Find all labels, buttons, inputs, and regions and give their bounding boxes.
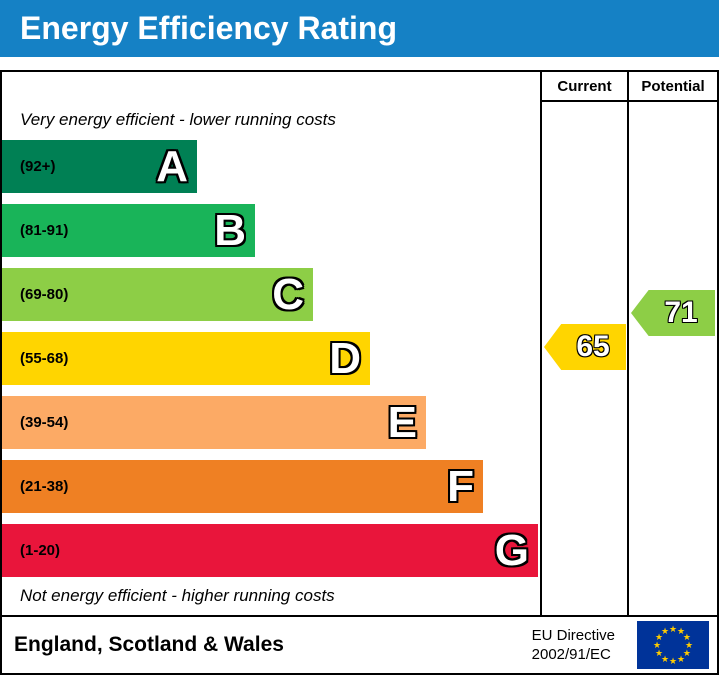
- title-bar: Energy Efficiency Rating: [0, 0, 719, 57]
- current-rating-value: 65: [576, 330, 610, 363]
- bottom-annotation: Not energy efficient - higher running co…: [20, 586, 335, 605]
- band-c-letter: C: [272, 270, 304, 319]
- band-b-range: (81-91): [20, 222, 69, 239]
- band-d-letter: D: [329, 334, 361, 383]
- chart-frame: Very energy efficient - lower running co…: [0, 70, 719, 675]
- svg-text:★: ★: [677, 627, 685, 637]
- band-e-range: (39-54): [20, 414, 69, 431]
- band-g-letter: G: [494, 526, 529, 575]
- svg-text:★: ★: [655, 633, 663, 643]
- band-g-bar: (1-20) G: [2, 524, 538, 577]
- potential-column: Potential 71: [627, 72, 717, 615]
- svg-text:★: ★: [653, 641, 661, 651]
- band-f-range: (21-38): [20, 478, 69, 495]
- band-c-bar: (69-80) C: [2, 268, 313, 321]
- current-column: Current 65: [540, 72, 627, 615]
- band-f-letter: F: [447, 462, 474, 511]
- band-d-range: (55-68): [20, 350, 69, 367]
- svg-text:★: ★: [669, 657, 677, 667]
- band-a-bar: (92+) A: [2, 140, 197, 193]
- band-a-range: (92+): [20, 158, 56, 175]
- svg-text:★: ★: [669, 625, 677, 635]
- svg-text:★: ★: [661, 627, 669, 637]
- potential-rating-value: 71: [664, 296, 698, 329]
- top-annotation: Very energy efficient - lower running co…: [20, 110, 336, 129]
- band-e-letter: E: [387, 398, 417, 447]
- svg-text:★: ★: [661, 655, 669, 665]
- svg-text:★: ★: [677, 655, 685, 665]
- band-a-letter: A: [156, 142, 188, 191]
- eu-flag-icon: ★ ★ ★ ★ ★ ★ ★ ★ ★ ★ ★ ★: [637, 621, 709, 669]
- current-column-header: Current: [542, 72, 627, 102]
- bands-column: Very energy efficient - lower running co…: [2, 72, 540, 615]
- band-f-bar: (21-38) F: [2, 460, 483, 513]
- potential-column-body: 71: [629, 102, 717, 615]
- band-b-letter: B: [214, 206, 246, 255]
- band-b-bar: (81-91) B: [2, 204, 255, 257]
- page-title: Energy Efficiency Rating: [20, 10, 397, 46]
- band-e-bar: (39-54) E: [2, 396, 426, 449]
- eu-directive-label: EU Directive 2002/91/EC: [532, 626, 615, 665]
- svg-text:★: ★: [655, 649, 663, 659]
- current-column-body: 65: [542, 102, 627, 615]
- footer: England, Scotland & Wales EU Directive 2…: [2, 615, 717, 673]
- chart-area: Very energy efficient - lower running co…: [2, 72, 717, 615]
- potential-column-header: Potential: [629, 72, 717, 102]
- region-label: England, Scotland & Wales: [14, 633, 284, 656]
- svg-text:★: ★: [683, 649, 691, 659]
- band-d-bar: (55-68) D: [2, 332, 370, 385]
- potential-rating-arrow: 71: [631, 290, 715, 336]
- svg-text:★: ★: [683, 633, 691, 643]
- band-c-range: (69-80): [20, 286, 69, 303]
- current-rating-arrow: 65: [544, 324, 626, 370]
- svg-text:★: ★: [685, 641, 693, 651]
- eu-directive-line1: EU Directive: [531, 626, 615, 644]
- band-g-range: (1-20): [20, 542, 61, 559]
- eu-directive-line2: 2002/91/EC: [531, 646, 611, 663]
